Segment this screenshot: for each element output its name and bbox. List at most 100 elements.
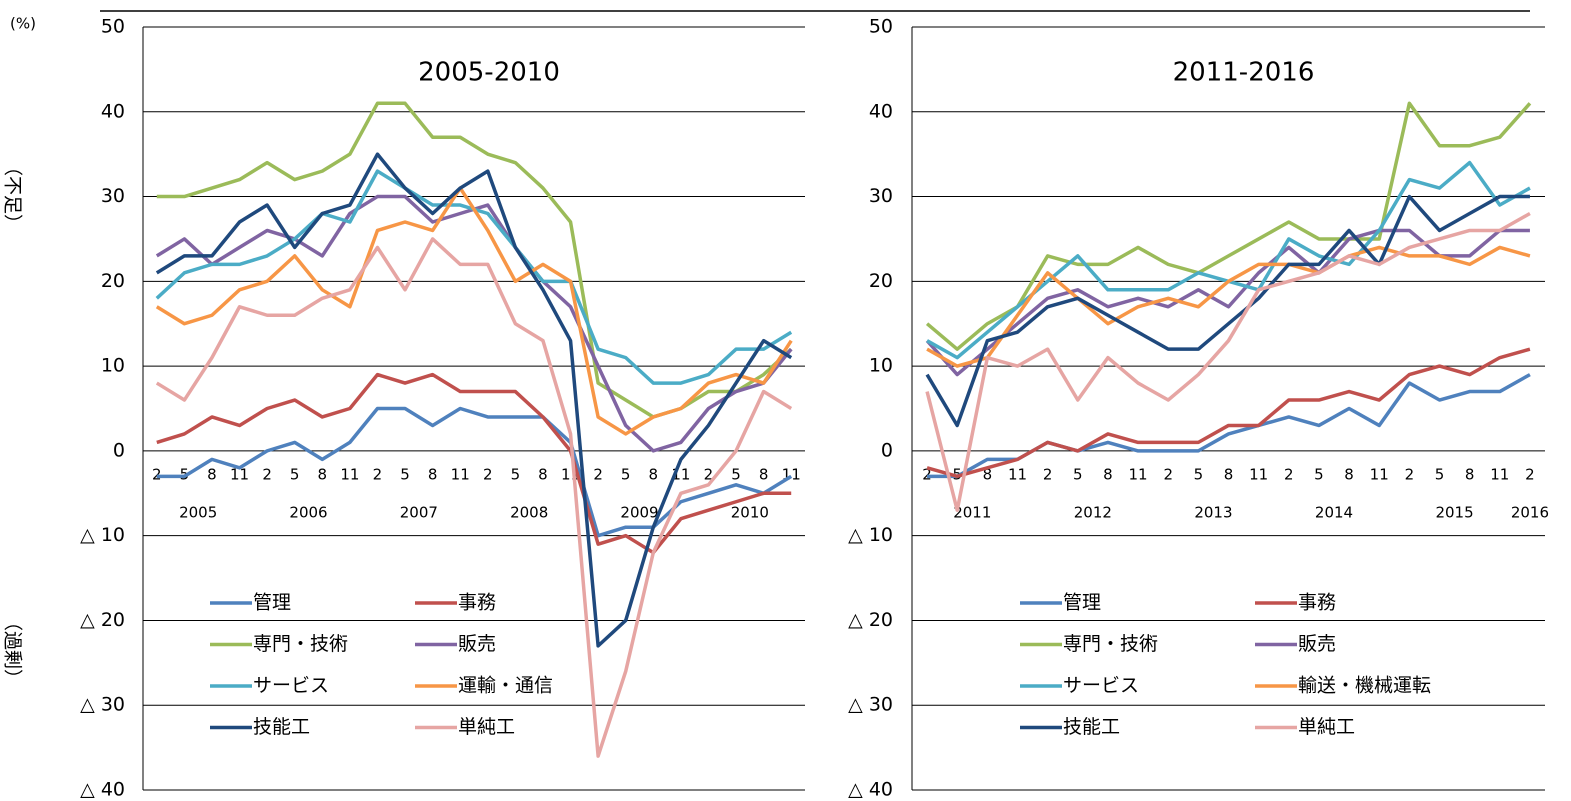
y-tick-label: △ 30	[80, 694, 125, 716]
legend-label: 運輸・通信	[458, 675, 553, 697]
chart-title: 2011-2016	[1173, 58, 1315, 88]
x-tick-label: 5	[731, 465, 741, 483]
legend-label: 技能工	[253, 716, 310, 738]
x-tick-label: 2	[1284, 465, 1294, 483]
series-line	[926, 245, 1531, 368]
legend-label: 単純工	[1298, 716, 1355, 738]
legend-label: 事務	[458, 592, 496, 614]
year-label: 2009	[620, 503, 658, 521]
x-tick-label: 5	[621, 465, 631, 483]
x-tick-label: 11	[340, 465, 359, 483]
series-line	[926, 347, 1531, 479]
series-line	[155, 152, 793, 648]
y-tick-label: 20	[101, 270, 125, 292]
series-line	[156, 372, 792, 555]
x-tick-label: 2	[1043, 465, 1053, 483]
y-tick-label: 40	[101, 100, 125, 122]
x-tick-label: 8	[1224, 465, 1234, 483]
x-tick-label: 8	[428, 465, 438, 483]
y-tick-label: 30	[869, 185, 893, 207]
x-tick-label: 2	[704, 465, 714, 483]
x-tick-label: 2	[1405, 465, 1415, 483]
y-tick-label: 10	[869, 355, 893, 377]
series-line	[156, 406, 793, 538]
x-tick-label: 5	[290, 465, 300, 483]
year-label: 2016	[1511, 503, 1549, 521]
x-tick-label: 11	[1490, 465, 1509, 483]
y-tick-label: △ 10	[848, 524, 893, 546]
y-tick-label: 50	[101, 16, 125, 38]
x-tick-label: 11	[1249, 465, 1268, 483]
series-line	[925, 211, 1531, 512]
x-tick-label: 8	[1465, 465, 1475, 483]
legend-label: 販売	[1298, 633, 1336, 655]
y-tick-label: 10	[101, 355, 125, 377]
y-tick-label: △ 40	[80, 779, 125, 801]
legend-label: 専門・技術	[1063, 633, 1158, 655]
y-tick-label: 40	[869, 100, 893, 122]
surplus-label: （過剰）	[2, 612, 24, 688]
year-label: 2008	[510, 503, 548, 521]
year-label: 2012	[1074, 503, 1112, 521]
shortage-label: （不足）	[2, 157, 24, 233]
x-tick-label: 8	[649, 465, 659, 483]
x-tick-label: 2	[922, 465, 932, 483]
legend-label: 技能工	[1063, 716, 1120, 738]
x-tick-label: 8	[759, 465, 769, 483]
y-tick-label: △ 10	[80, 524, 125, 546]
unit-label: (%)	[10, 15, 36, 33]
y-tick-label: 0	[113, 439, 125, 461]
y-tick-label: 20	[869, 270, 893, 292]
legend-label: 単純工	[458, 716, 515, 738]
series-line	[926, 160, 1531, 360]
x-tick-label: 11	[1129, 465, 1148, 483]
chart-title: 2005-2010	[418, 58, 560, 88]
year-label: 2007	[400, 503, 438, 521]
legend-label: サービス	[1063, 675, 1139, 697]
legend-label: サービス	[253, 675, 329, 697]
x-tick-label: 2	[1525, 465, 1535, 483]
x-tick-label: 2	[373, 465, 383, 483]
legend-label: 管理	[253, 592, 291, 614]
y-tick-label: 0	[881, 439, 893, 461]
legend-label: 事務	[1298, 592, 1336, 614]
series-line	[155, 186, 793, 436]
y-tick-label: △ 20	[80, 609, 125, 631]
x-tick-label: 11	[451, 465, 470, 483]
year-label: 2014	[1315, 503, 1353, 521]
x-tick-label: 8	[983, 465, 993, 483]
series-line	[925, 228, 1530, 377]
series-line	[925, 101, 1532, 351]
x-tick-label: 2	[152, 465, 162, 483]
x-tick-label: 5	[400, 465, 410, 483]
year-label: 2011	[953, 503, 991, 521]
x-tick-label: 2	[483, 465, 493, 483]
year-label: 2013	[1194, 503, 1232, 521]
year-label: 2005	[179, 503, 217, 521]
y-tick-label: △ 20	[848, 609, 893, 631]
year-label: 2015	[1435, 503, 1473, 521]
x-tick-label: 8	[1344, 465, 1354, 483]
legend-label: 管理	[1063, 592, 1101, 614]
legend-label: 専門・技術	[253, 633, 348, 655]
y-tick-label: △ 40	[848, 779, 893, 801]
x-tick-label: 8	[207, 465, 217, 483]
x-tick-label: 8	[1103, 465, 1113, 483]
x-tick-label: 5	[1194, 465, 1204, 483]
year-label: 2010	[731, 503, 769, 521]
x-tick-label: 5	[511, 465, 521, 483]
y-tick-label: 30	[101, 185, 125, 207]
y-tick-label: △ 30	[848, 694, 893, 716]
x-tick-label: 2	[593, 465, 603, 483]
x-tick-label: 8	[538, 465, 548, 483]
x-tick-label: 5	[1073, 465, 1083, 483]
series-line	[155, 169, 793, 385]
x-tick-label: 11	[230, 465, 249, 483]
year-label: 2006	[289, 503, 327, 521]
x-tick-label: 8	[318, 465, 328, 483]
legend-label: 輸送・機械運転	[1298, 675, 1431, 697]
x-tick-label: 5	[1314, 465, 1324, 483]
x-tick-label: 2	[262, 465, 272, 483]
x-tick-label: 11	[1008, 465, 1027, 483]
